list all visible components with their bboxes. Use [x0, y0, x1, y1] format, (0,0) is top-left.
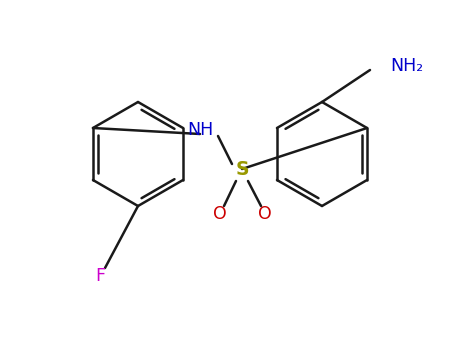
- Text: O: O: [258, 205, 272, 223]
- Text: F: F: [95, 267, 105, 285]
- Text: NH₂: NH₂: [390, 57, 423, 75]
- Text: S: S: [235, 160, 249, 179]
- Text: NH: NH: [187, 121, 213, 139]
- Text: O: O: [213, 205, 227, 223]
